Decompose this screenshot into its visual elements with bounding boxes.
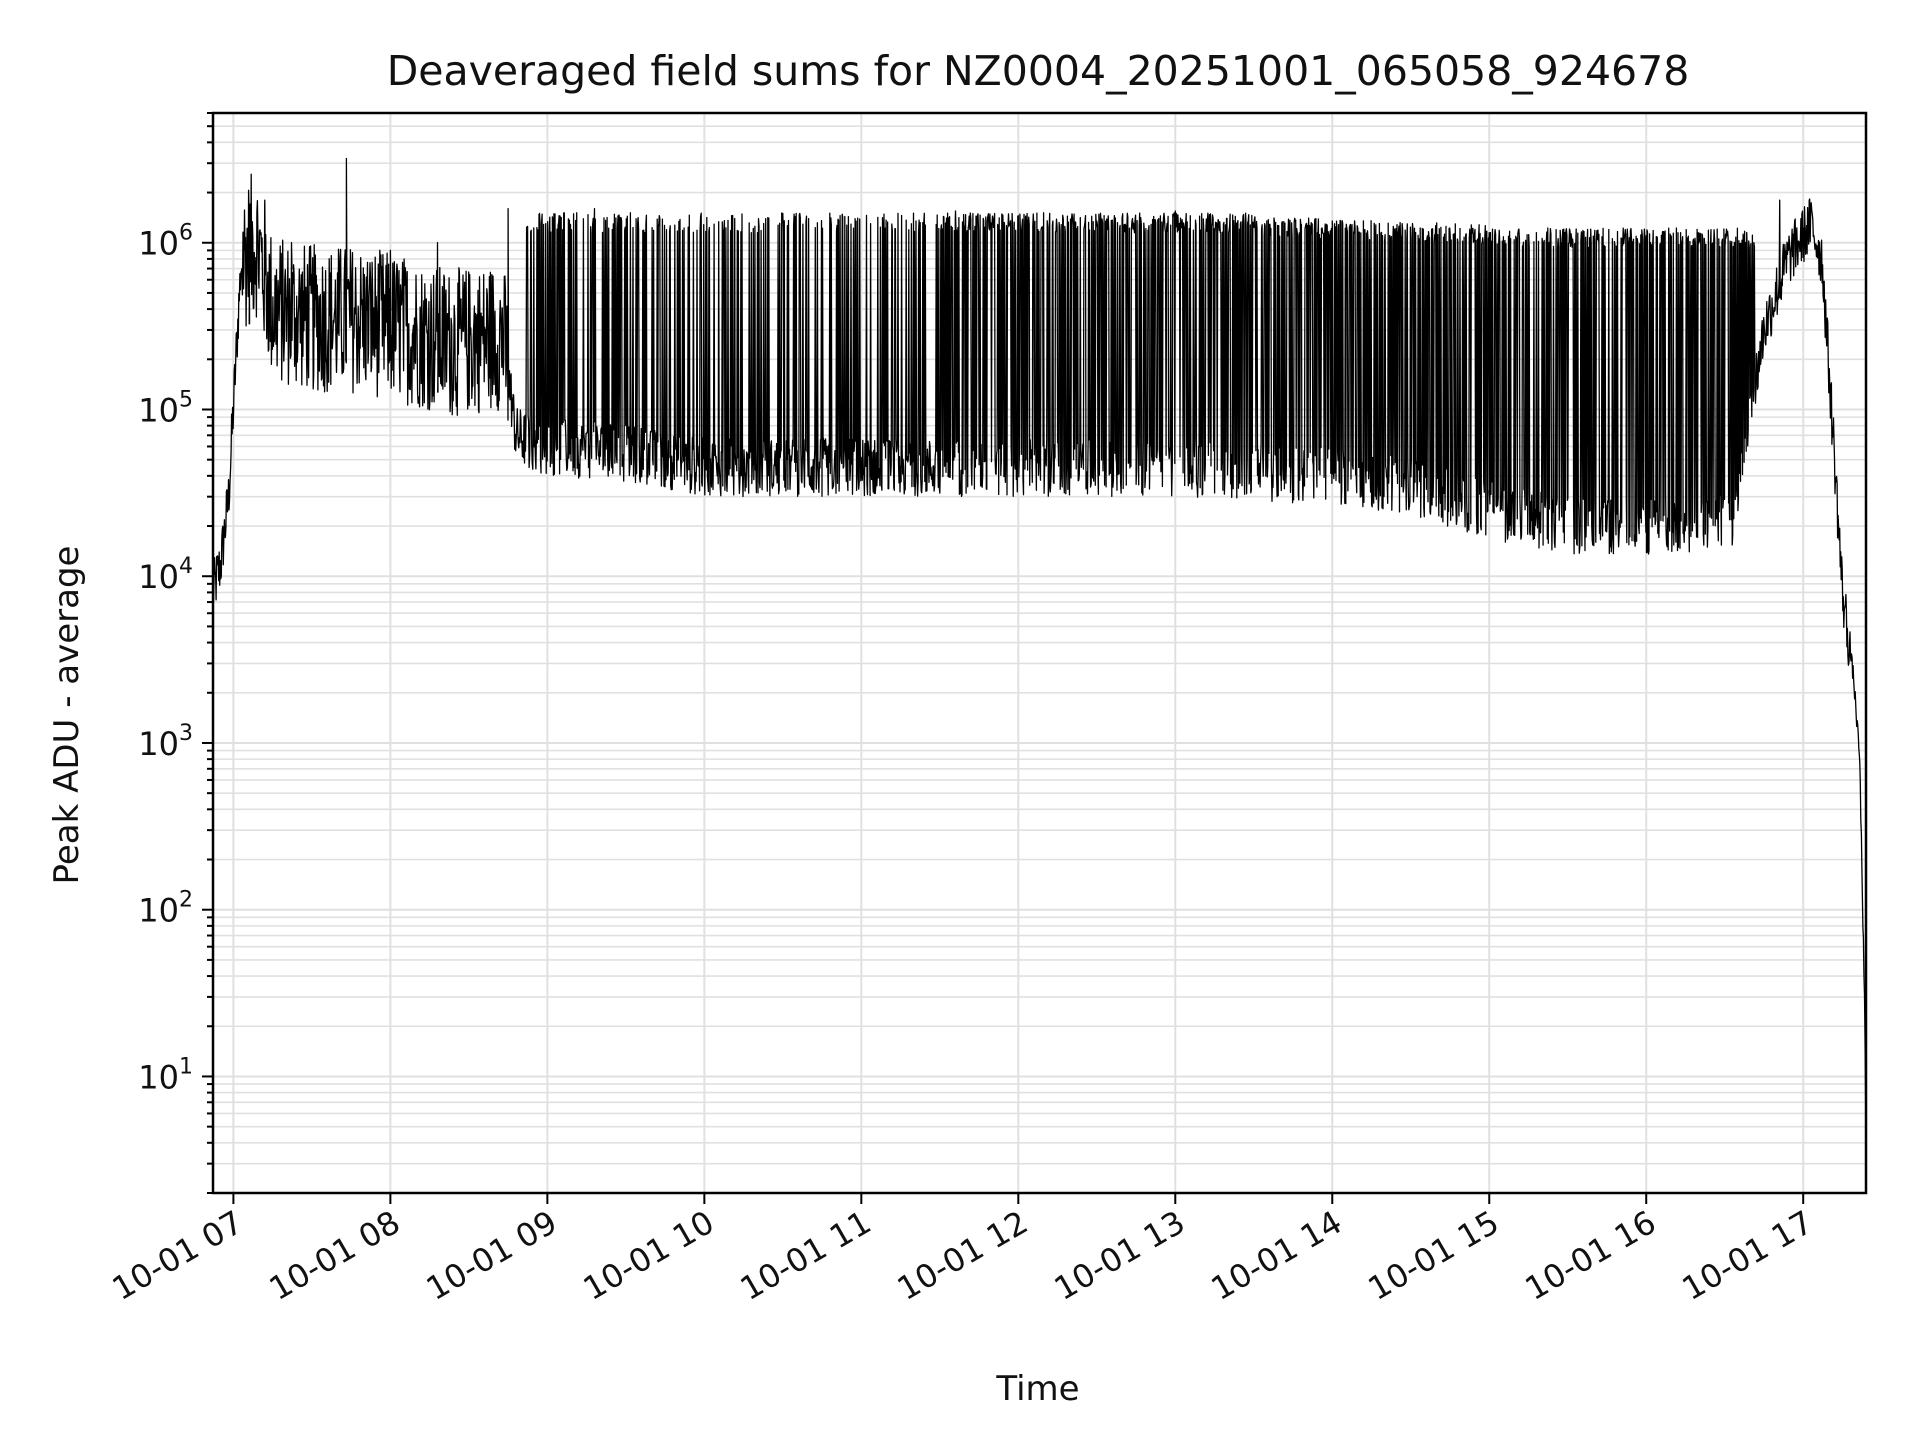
y-tick-exponent: 6 (179, 221, 193, 246)
y-tick-exponent: 2 (179, 888, 193, 913)
y-axis-title: Peak ADU - average (47, 546, 87, 885)
y-tick-label: 105 (138, 387, 193, 429)
y-tick-label: 104 (138, 554, 193, 596)
y-tick-label: 103 (138, 721, 193, 763)
y-tick-label: 102 (138, 888, 193, 930)
y-tick-base: 10 (138, 558, 179, 596)
y-tick-base: 10 (138, 391, 179, 429)
y-tick-exponent: 5 (179, 387, 193, 412)
y-tick-base: 10 (138, 1058, 179, 1096)
y-tick-exponent: 4 (179, 554, 193, 579)
y-tick-base: 10 (138, 892, 179, 930)
series-layer (212, 157, 1867, 1139)
series-line (212, 157, 1867, 1139)
y-tick-base: 10 (138, 725, 179, 763)
y-tick-exponent: 1 (179, 1054, 193, 1079)
tick-marks (202, 112, 1805, 1204)
chart-title: Deaveraged field sums for NZ0004_2025100… (387, 47, 1690, 95)
x-axis-title: Time (995, 1369, 1079, 1409)
y-tick-label: 106 (138, 221, 193, 263)
y-tick-label: 101 (138, 1054, 193, 1096)
y-tick-exponent: 3 (179, 721, 193, 746)
y-tick-base: 10 (138, 225, 179, 263)
plot-frame (211, 111, 1868, 1195)
